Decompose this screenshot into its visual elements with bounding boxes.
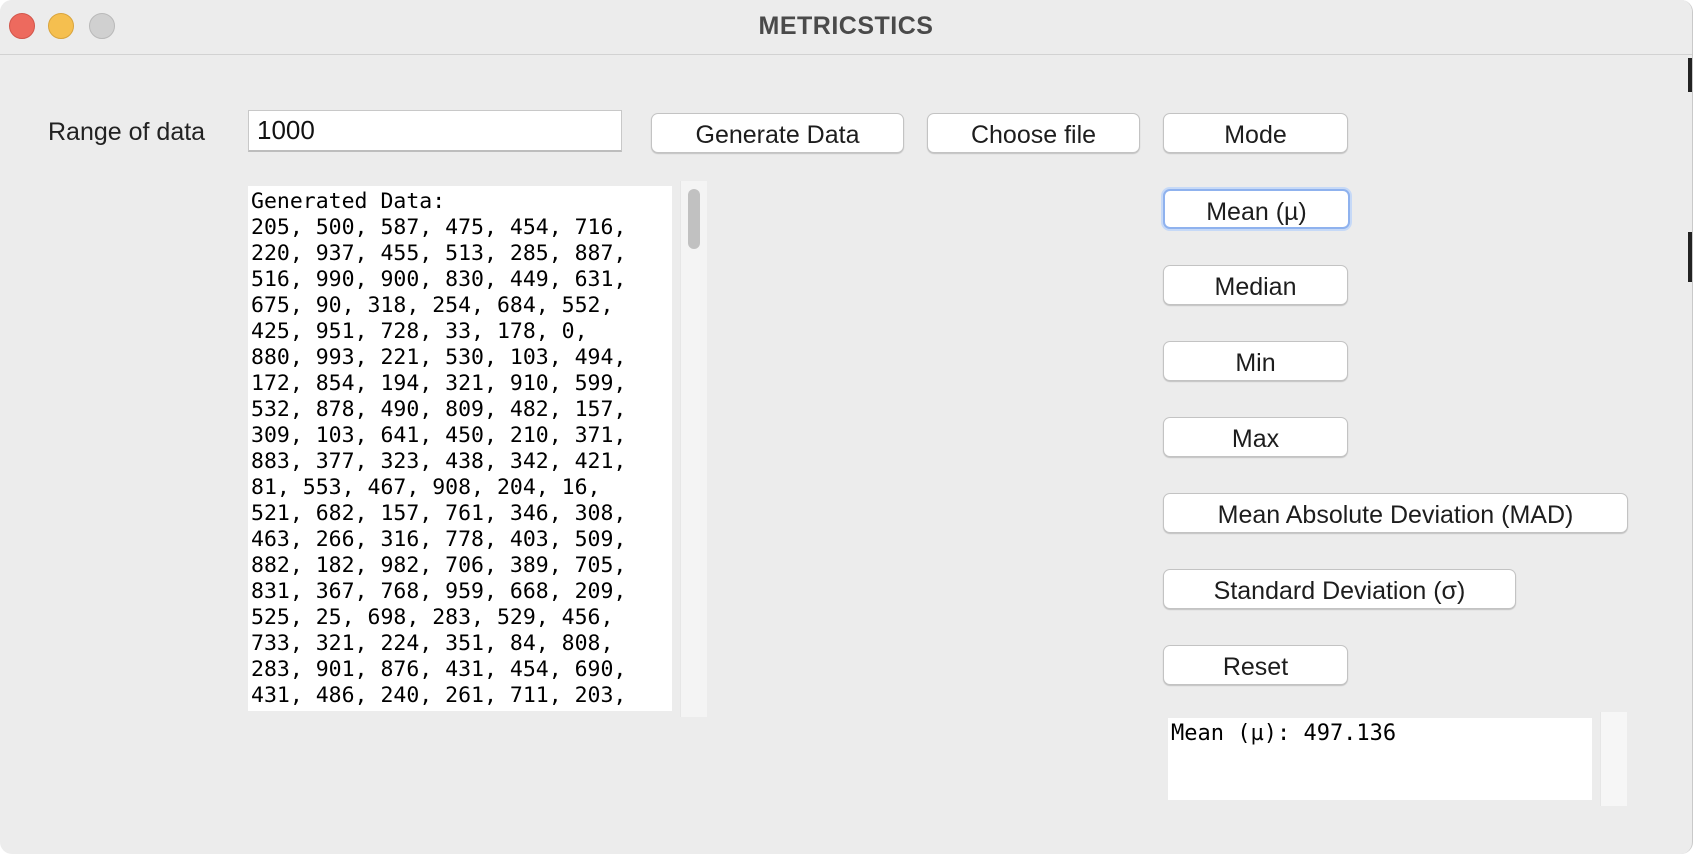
window-edge-mark — [1688, 58, 1692, 92]
generated-data-text: Generated Data: 205, 500, 587, 475, 454,… — [251, 189, 627, 708]
minimize-window-button[interactable] — [48, 13, 74, 39]
std-deviation-button[interactable]: Standard Deviation (σ) — [1163, 569, 1516, 609]
max-button[interactable]: Max — [1163, 417, 1348, 457]
range-label: Range of data — [48, 118, 206, 146]
mean-button[interactable]: Mean (µ) — [1163, 189, 1350, 229]
output-scrollbar[interactable] — [680, 181, 707, 717]
result-scrollbar[interactable] — [1600, 712, 1627, 806]
window-title: METRICSTICS — [758, 12, 934, 40]
maximize-window-button[interactable] — [89, 13, 115, 39]
generated-data-output[interactable]: Generated Data: 205, 500, 587, 475, 454,… — [248, 186, 672, 711]
range-input[interactable] — [248, 110, 622, 152]
close-window-button[interactable] — [9, 13, 35, 39]
reset-button[interactable]: Reset — [1163, 645, 1348, 685]
mad-button[interactable]: Mean Absolute Deviation (MAD) — [1163, 493, 1628, 533]
result-text: Mean (µ): 497.136 — [1171, 721, 1397, 746]
choose-file-button[interactable]: Choose file — [927, 113, 1140, 153]
output-scrollbar-thumb[interactable] — [688, 189, 700, 249]
title-bar: METRICSTICS — [0, 0, 1692, 55]
generate-data-button[interactable]: Generate Data — [651, 113, 904, 153]
median-button[interactable]: Median — [1163, 265, 1348, 305]
min-button[interactable]: Min — [1163, 341, 1348, 381]
mode-button[interactable]: Mode — [1163, 113, 1348, 153]
result-output[interactable]: Mean (µ): 497.136 — [1168, 718, 1592, 800]
window-edge-mark — [1688, 232, 1692, 282]
